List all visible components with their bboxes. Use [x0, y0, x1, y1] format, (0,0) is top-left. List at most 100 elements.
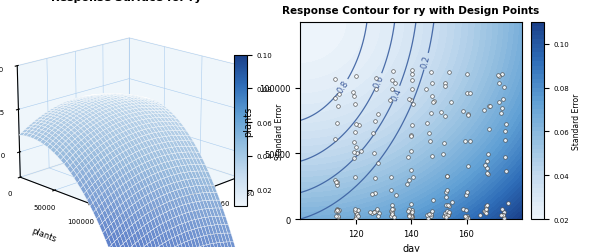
- Point: [404, 178, 414, 182]
- Point: [353, 208, 363, 212]
- Point: [353, 214, 363, 218]
- Point: [370, 210, 379, 214]
- Point: [441, 213, 451, 217]
- Point: [482, 171, 491, 175]
- Point: [424, 212, 434, 216]
- Point: [442, 175, 451, 179]
- Point: [482, 166, 491, 170]
- Point: [493, 74, 503, 78]
- Point: [426, 212, 436, 216]
- Point: [386, 175, 396, 179]
- Point: [463, 216, 473, 220]
- Point: [388, 208, 397, 212]
- Text: 0.4: 0.4: [389, 86, 403, 102]
- Point: [461, 214, 470, 218]
- Text: 0.6: 0.6: [371, 74, 385, 90]
- Point: [441, 216, 451, 220]
- Point: [422, 122, 432, 126]
- Point: [373, 161, 382, 165]
- Point: [466, 92, 475, 96]
- Point: [332, 121, 342, 125]
- Point: [407, 168, 416, 172]
- Point: [388, 88, 397, 92]
- Point: [388, 207, 398, 211]
- Point: [497, 107, 507, 111]
- Point: [500, 129, 509, 133]
- Point: [371, 87, 380, 91]
- Point: [427, 95, 437, 99]
- Point: [482, 159, 491, 163]
- Point: [331, 138, 340, 142]
- Point: [408, 175, 418, 179]
- Point: [368, 132, 377, 136]
- Point: [443, 213, 452, 217]
- Point: [409, 103, 418, 107]
- Point: [461, 215, 471, 219]
- Point: [406, 213, 416, 217]
- Point: [407, 78, 417, 82]
- Point: [333, 215, 343, 219]
- Point: [499, 85, 508, 89]
- Point: [332, 208, 342, 212]
- Point: [370, 210, 379, 214]
- Point: [386, 99, 395, 103]
- Point: [389, 215, 399, 219]
- Point: [465, 139, 475, 143]
- Point: [334, 92, 344, 97]
- Point: [441, 203, 451, 207]
- Point: [497, 73, 507, 77]
- Text: 0.8: 0.8: [335, 79, 350, 95]
- Point: [447, 200, 457, 204]
- Point: [373, 214, 383, 218]
- Point: [439, 214, 449, 218]
- Point: [349, 141, 359, 145]
- Title: Response Contour for ry with Design Points: Response Contour for ry with Design Poin…: [283, 6, 539, 16]
- Point: [426, 214, 436, 218]
- Point: [494, 81, 504, 85]
- Point: [390, 82, 400, 86]
- Point: [331, 178, 340, 182]
- Point: [388, 79, 397, 83]
- Point: [333, 209, 343, 213]
- Point: [350, 209, 360, 213]
- Point: [443, 211, 452, 215]
- Point: [501, 122, 511, 127]
- Title: Response Surface for ry: Response Surface for ry: [50, 0, 202, 3]
- Point: [349, 156, 359, 160]
- Point: [351, 145, 361, 149]
- Point: [367, 193, 377, 197]
- Point: [370, 191, 380, 195]
- Point: [497, 207, 507, 211]
- Point: [436, 110, 446, 114]
- Point: [441, 196, 451, 200]
- Point: [427, 154, 437, 159]
- Point: [461, 209, 471, 213]
- Point: [463, 92, 472, 96]
- Point: [356, 150, 365, 154]
- Point: [444, 71, 454, 75]
- Point: [331, 180, 341, 184]
- Point: [351, 122, 361, 126]
- Point: [462, 73, 472, 77]
- Point: [443, 174, 452, 178]
- Point: [483, 172, 493, 176]
- Y-axis label: Standard Error: Standard Error: [275, 103, 284, 159]
- Point: [404, 98, 414, 102]
- Point: [351, 211, 361, 215]
- Point: [481, 211, 491, 215]
- Point: [350, 175, 360, 179]
- Point: [406, 214, 416, 218]
- Point: [458, 109, 467, 113]
- Point: [386, 209, 396, 213]
- Point: [425, 132, 434, 136]
- Point: [482, 203, 491, 207]
- Point: [499, 98, 508, 102]
- Point: [460, 139, 469, 143]
- Point: [371, 77, 381, 81]
- Point: [500, 210, 509, 214]
- Point: [463, 112, 473, 116]
- Point: [407, 208, 417, 212]
- Point: [404, 207, 414, 211]
- Point: [494, 101, 504, 105]
- Point: [461, 216, 470, 220]
